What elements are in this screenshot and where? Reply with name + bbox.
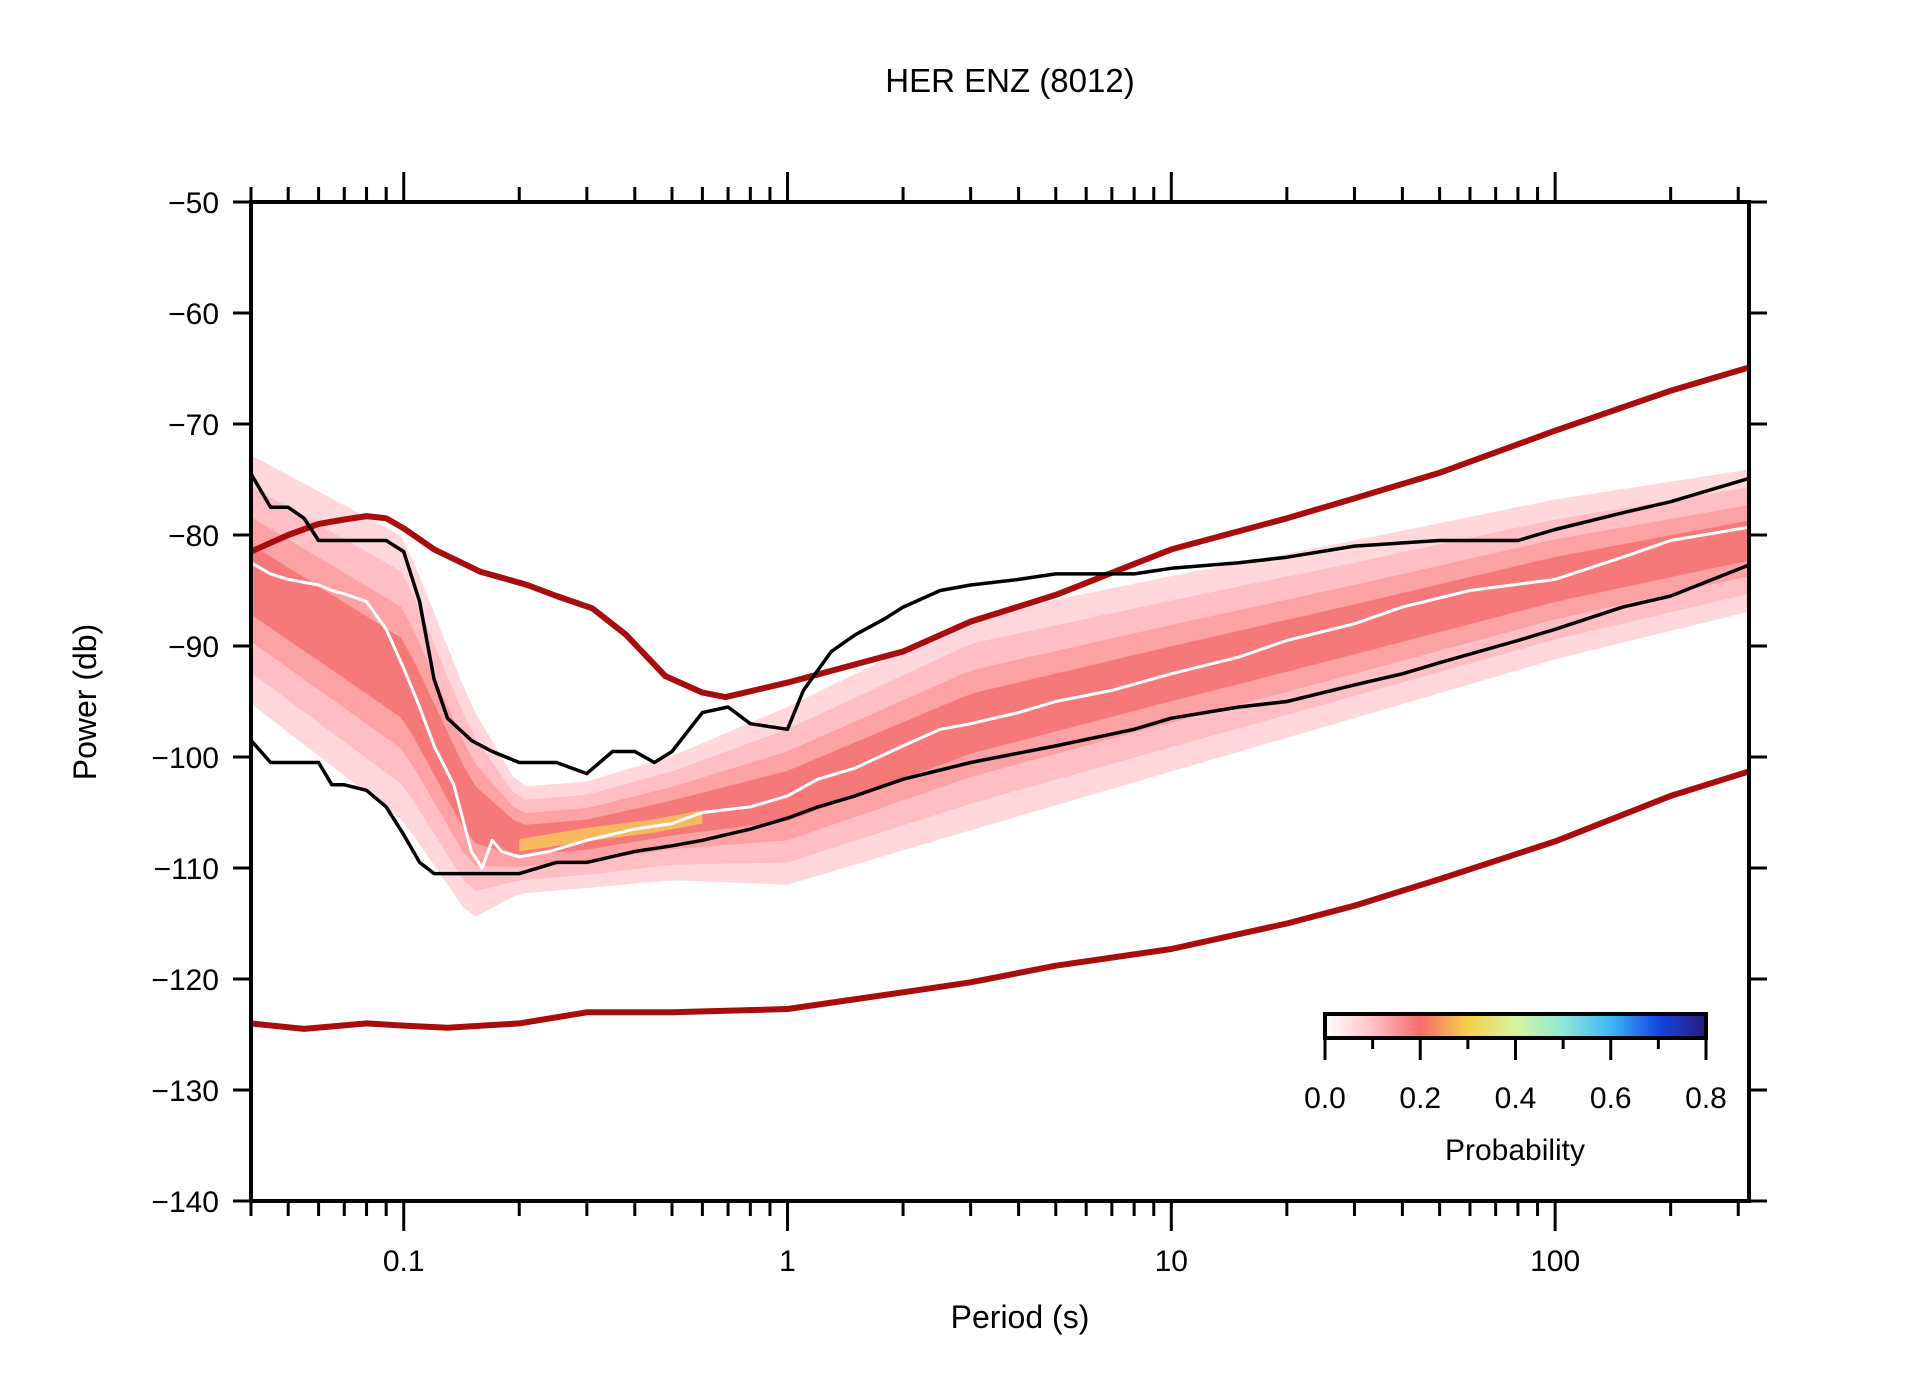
- series-nhnm: [252, 364, 1748, 701]
- series-layer: [252, 364, 1748, 1032]
- x-axis-label: Period (s): [951, 1299, 1090, 1335]
- y-axis-label: Power (db): [67, 624, 103, 781]
- plot-frame: [249, 200, 1751, 1203]
- y-tick-label: −100: [151, 742, 219, 775]
- x-axis: 0.1 1 10 100: [249, 172, 1740, 1278]
- colorbar-tick-label: 0.4: [1495, 1082, 1537, 1115]
- y-tick-label: −130: [151, 1075, 219, 1108]
- y-tick-label: −50: [168, 187, 219, 220]
- series-nlnm: [252, 768, 1748, 1032]
- chart-title: HER ENZ (8012): [885, 62, 1134, 99]
- colorbar-tick-label: 0.6: [1590, 1082, 1632, 1115]
- colorbar-tick-label: 0.2: [1399, 1082, 1441, 1115]
- y-tick-label: −120: [151, 964, 219, 997]
- y-axis: −50 −60 −70 −80 −90 −100 −110 −120 −130 −140: [151, 187, 1767, 1219]
- colorbar-legend: 0.0 0.2 0.4 0.6 0.8 Probability: [1304, 1012, 1727, 1167]
- x-tick-label: 10: [1155, 1245, 1188, 1278]
- series-10th-percentile-upper-bound: [252, 472, 1748, 776]
- x-tick-label: 100: [1530, 1245, 1580, 1278]
- pdf-band-layer-2: [252, 505, 1748, 867]
- y-tick-label: −90: [168, 631, 219, 664]
- colorbar-tick-label: 0.0: [1304, 1082, 1346, 1115]
- pdf-band-layer-3: [252, 520, 1748, 855]
- colorbar-label: Probability: [1445, 1134, 1585, 1167]
- y-tick-label: −70: [168, 409, 219, 442]
- pdf-heat-band: [252, 455, 1748, 917]
- pdf-peak-region: [519, 810, 703, 852]
- series-median: [252, 525, 1748, 870]
- colorbar: [1323, 1012, 1708, 1040]
- y-tick-label: −140: [151, 1186, 219, 1219]
- x-tick-label: 0.1: [383, 1245, 425, 1278]
- series-90th-percentile-lower-bound: [252, 563, 1748, 876]
- y-tick-label: −60: [168, 298, 219, 331]
- y-tick-label: −80: [168, 520, 219, 553]
- colorbar-tick-label: 0.8: [1685, 1082, 1727, 1115]
- y-tick-label: −110: [154, 853, 219, 886]
- x-tick-label: 1: [779, 1245, 796, 1278]
